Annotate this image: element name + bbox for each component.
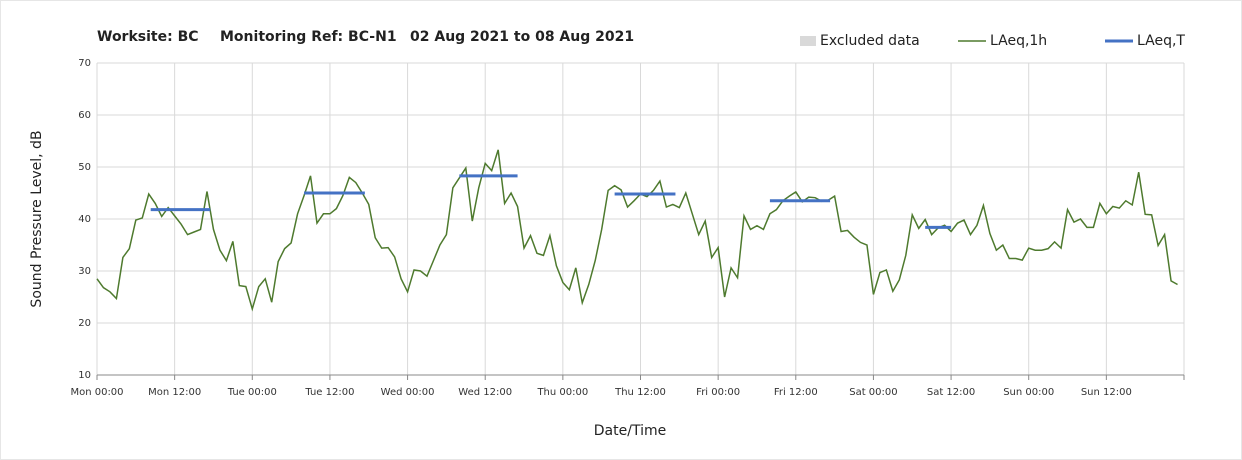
y-tick-label: 30 (78, 266, 91, 277)
y-tick-label: 60 (78, 110, 91, 121)
x-tick-label: Sat 12:00 (927, 387, 975, 398)
legend-label: LAeq,T (1137, 33, 1185, 49)
x-tick-label: Tue 12:00 (304, 387, 354, 398)
legend-label: LAeq,1h (990, 33, 1047, 49)
y-tick-label: 70 (78, 58, 91, 69)
x-axis-label: Date/Time (594, 423, 666, 439)
x-tick-label: Sun 00:00 (1003, 387, 1054, 398)
x-tick-label: Fri 12:00 (774, 387, 818, 398)
title-ref: Monitoring Ref: BC-N1 (220, 29, 397, 45)
y-tick-label: 40 (78, 214, 91, 225)
x-tick-label: Thu 00:00 (536, 387, 588, 398)
title-dates: 02 Aug 2021 to 08 Aug 2021 (410, 29, 634, 45)
x-tick-label: Wed 00:00 (381, 387, 435, 398)
x-tick-label: Tue 00:00 (227, 387, 277, 398)
y-tick-label: 20 (78, 318, 91, 329)
x-tick-label: Mon 00:00 (70, 387, 123, 398)
x-tick-label: Thu 12:00 (614, 387, 666, 398)
y-tick-label: 50 (78, 162, 91, 173)
y-axis-label: Sound Pressure Level, dB (29, 130, 45, 307)
title-worksite: Worksite: BC (97, 29, 199, 45)
x-tick-label: Sat 00:00 (849, 387, 897, 398)
x-tick-label: Sun 12:00 (1081, 387, 1132, 398)
series-line (96, 149, 1178, 312)
x-tick-label: Fri 00:00 (696, 387, 740, 398)
legend-swatch (800, 36, 816, 46)
legend-label: Excluded data (820, 33, 920, 49)
x-tick-label: Mon 12:00 (148, 387, 201, 398)
x-tick-label: Wed 12:00 (458, 387, 512, 398)
y-tick-label: 10 (78, 370, 91, 381)
